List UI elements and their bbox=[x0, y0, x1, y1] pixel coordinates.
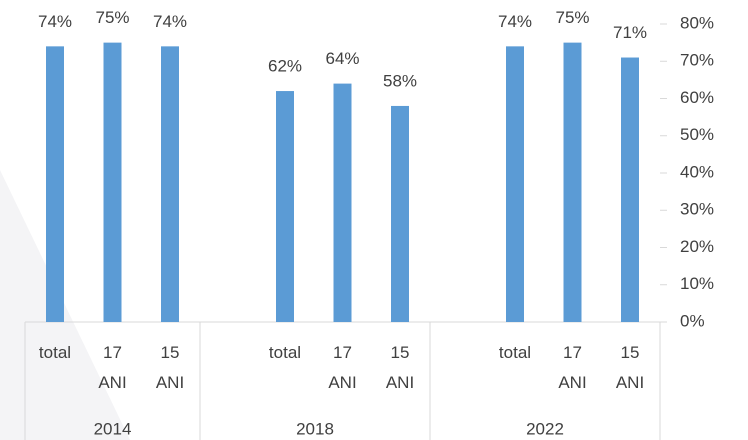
x-tick-label: 17 ANI bbox=[558, 343, 587, 392]
x-tick-label: 17 ANI bbox=[98, 343, 127, 392]
group-label: 2018 bbox=[296, 419, 334, 438]
y-tick-label: 70% bbox=[680, 51, 714, 70]
y-tick-label: 80% bbox=[680, 13, 714, 32]
bar bbox=[333, 83, 352, 322]
x-tick-label: 15 ANI bbox=[385, 343, 415, 392]
value-label: 75% bbox=[555, 8, 589, 27]
bar bbox=[276, 91, 294, 322]
x-tick-label: total bbox=[38, 343, 72, 362]
bar bbox=[563, 42, 582, 322]
x-tick-label: total bbox=[268, 343, 302, 362]
value-label: 74% bbox=[498, 12, 532, 31]
value-label: 74% bbox=[38, 12, 72, 31]
value-label: 71% bbox=[613, 23, 647, 42]
bar bbox=[103, 42, 122, 322]
bar bbox=[621, 57, 639, 323]
group-label: 2014 bbox=[94, 419, 132, 438]
y-tick-label: 50% bbox=[680, 125, 714, 144]
y-tick-label: 10% bbox=[680, 274, 714, 293]
y-tick-label: 30% bbox=[680, 200, 714, 219]
value-label: 58% bbox=[383, 71, 417, 90]
group-label: 2022 bbox=[526, 419, 564, 438]
y-tick-label: 60% bbox=[680, 88, 714, 107]
background-shape bbox=[0, 170, 130, 440]
y-tick-label: 40% bbox=[680, 162, 714, 181]
value-label: 74% bbox=[153, 12, 187, 31]
y-tick-label: 20% bbox=[680, 237, 714, 256]
value-label: 64% bbox=[325, 49, 359, 68]
x-tick-label: 17 ANI bbox=[328, 343, 357, 392]
x-tick-label: total bbox=[498, 343, 532, 362]
value-label: 62% bbox=[268, 57, 302, 76]
bar bbox=[506, 46, 524, 322]
y-tick-label: 0% bbox=[680, 311, 705, 330]
bar bbox=[391, 105, 409, 322]
bar bbox=[161, 46, 179, 322]
x-tick-label: 15 ANI bbox=[615, 343, 645, 392]
x-tick-label: 15 ANI bbox=[155, 343, 185, 392]
bar bbox=[46, 46, 64, 322]
value-label: 75% bbox=[95, 8, 129, 27]
